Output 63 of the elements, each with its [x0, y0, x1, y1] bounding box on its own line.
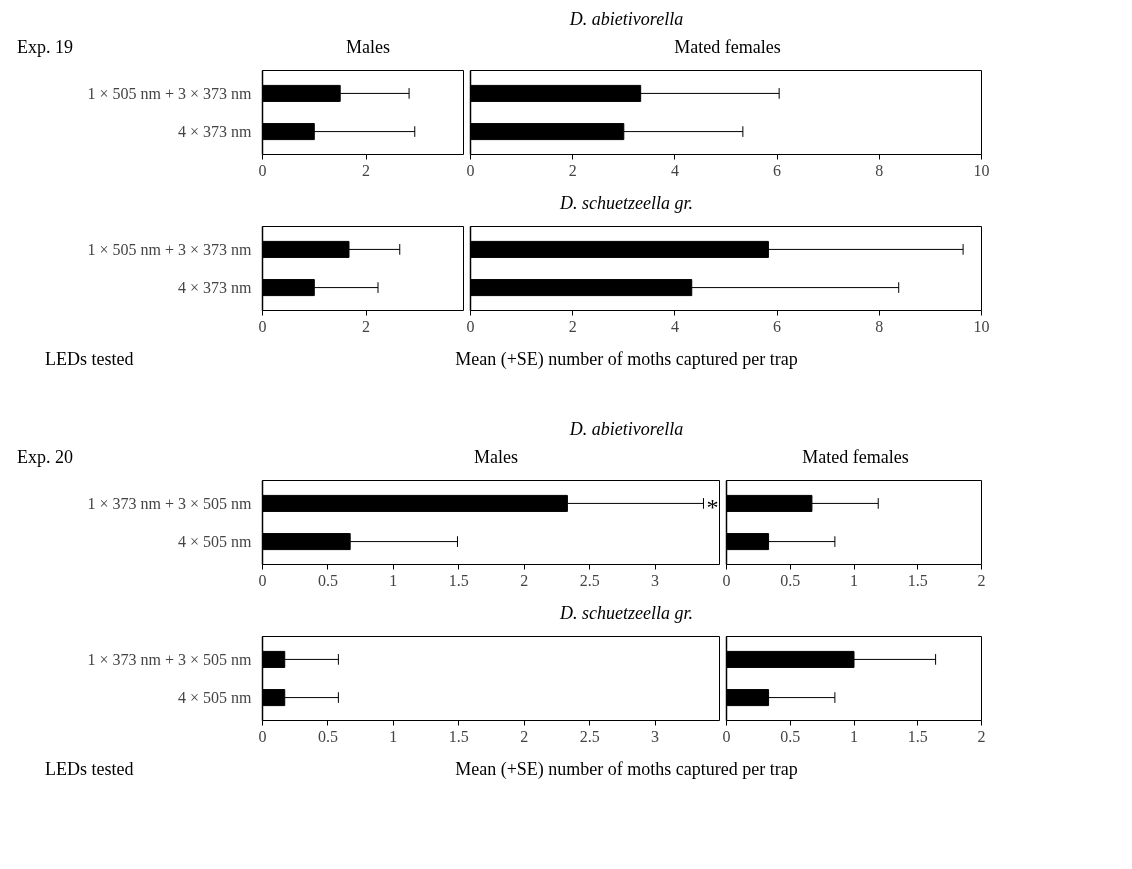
x-tick-label: 2: [362, 317, 371, 335]
x-tick-label: 0: [258, 727, 267, 745]
y-tick-label: 4 × 505 nm: [178, 533, 253, 551]
x-tick-label: 0.5: [317, 727, 338, 745]
x-tick-label: 2.5: [579, 727, 600, 745]
x-tick-label: 6: [773, 161, 782, 179]
x-tick-label: 1: [389, 727, 398, 745]
y-tick-label: 1 × 505 nm + 3 × 373 nm: [87, 84, 253, 102]
x-tick-label: 3: [651, 571, 660, 589]
chart-title: D. schuetzeella gr.: [559, 192, 694, 215]
chart-title: D. abietivorella: [568, 8, 685, 31]
chart-subtitle: Males: [473, 446, 519, 469]
y-tick-label: 1 × 373 nm + 3 × 505 nm: [87, 494, 253, 512]
x-tick-label: 1: [850, 571, 858, 589]
x-tick-label: 2: [568, 317, 577, 335]
x-tick-label: 1.5: [907, 571, 928, 589]
x-tick-label: 1.5: [448, 571, 469, 589]
y-axis-title: LEDs tested: [45, 758, 134, 781]
chart-title: D. abietivorella: [568, 418, 685, 441]
chart-title: D. schuetzeella gr.: [559, 602, 694, 625]
x-tick-label: 8: [875, 317, 884, 335]
text: Exp. 20: [17, 446, 73, 469]
x-tick-label: 0: [722, 571, 731, 589]
x-tick-label: 2: [520, 727, 529, 745]
x-tick-label: 2: [977, 571, 986, 589]
x-axis-title: Mean (+SE) number of moths captured per trap: [454, 348, 799, 371]
x-tick-label: 8: [875, 161, 884, 179]
text: Exp. 19: [17, 36, 73, 59]
annotation: *: [706, 494, 719, 521]
x-tick-label: 4: [670, 161, 679, 179]
x-tick-label: 10: [973, 317, 990, 335]
x-tick-label: 3: [651, 727, 660, 745]
x-tick-label: 1.5: [448, 727, 469, 745]
x-axis-title: Mean (+SE) number of moths captured per trap: [454, 758, 799, 781]
x-tick-label: 1: [850, 727, 858, 745]
chart-subtitle: Mated females: [801, 446, 910, 469]
x-tick-label: 2.5: [579, 571, 600, 589]
x-tick-label: 0: [466, 317, 475, 335]
x-tick-label: 0.5: [317, 571, 338, 589]
x-tick-label: 1: [389, 571, 398, 589]
x-tick-label: 0: [258, 161, 267, 179]
chart-subtitle: Males: [345, 36, 391, 59]
x-tick-label: 4: [670, 317, 679, 335]
chart-subtitle: Mated females: [673, 36, 782, 59]
x-tick-label: 0: [722, 727, 731, 745]
y-tick-label: 4 × 373 nm: [178, 279, 253, 297]
y-axis-title: LEDs tested: [45, 348, 134, 371]
x-tick-label: 2: [362, 161, 371, 179]
x-tick-label: 0: [258, 571, 267, 589]
x-tick-label: 2: [568, 161, 577, 179]
x-tick-label: 0.5: [780, 727, 801, 745]
x-tick-label: 10: [973, 161, 990, 179]
y-tick-label: 4 × 373 nm: [178, 123, 253, 141]
y-tick-label: 1 × 373 nm + 3 × 505 nm: [87, 650, 253, 668]
x-tick-label: 1.5: [907, 727, 928, 745]
x-tick-label: 0: [258, 317, 267, 335]
x-tick-label: 0: [466, 161, 475, 179]
y-tick-label: 1 × 505 nm + 3 × 373 nm: [87, 240, 253, 258]
x-tick-label: 2: [977, 727, 986, 745]
x-tick-label: 0.5: [780, 571, 801, 589]
x-tick-label: 6: [773, 317, 782, 335]
y-tick-label: 4 × 505 nm: [178, 689, 253, 707]
x-tick-label: 2: [520, 571, 529, 589]
